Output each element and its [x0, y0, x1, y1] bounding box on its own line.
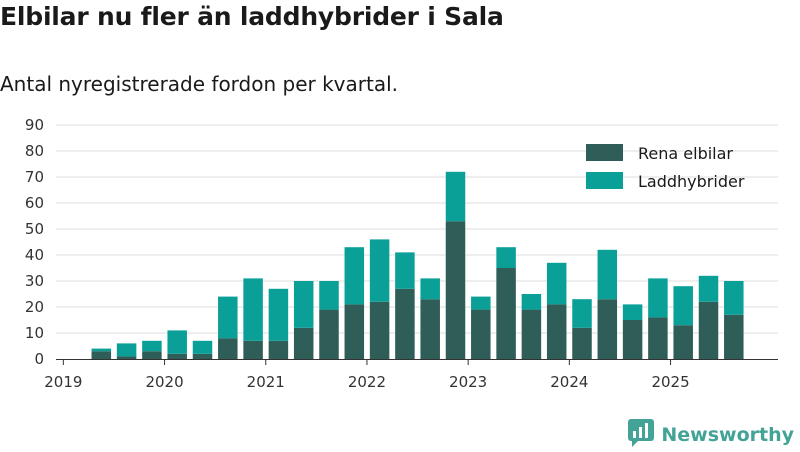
bar-rena-elbilar [319, 309, 339, 359]
bar-rena-elbilar [572, 327, 592, 359]
bar-laddhybrider [445, 171, 466, 222]
bar-rena-elbilar [91, 351, 112, 359]
bar-laddhybrider [496, 247, 516, 268]
bar-laddhybrider [369, 239, 390, 302]
bar-laddhybrider [622, 304, 643, 320]
bar-laddhybrider [673, 286, 693, 326]
bar-laddhybrider [192, 340, 213, 354]
bar-rena-elbilar [471, 309, 491, 359]
bar-laddhybrider [648, 278, 668, 318]
bar-rena-elbilar [116, 356, 137, 359]
y-axis-tick-labels: 0 10 20 30 40 50 60 70 80 90 [25, 116, 44, 368]
bar-rena-elbilar [420, 299, 440, 359]
bar-laddhybrider [724, 281, 744, 315]
bar-laddhybrider [572, 299, 592, 328]
bar-rena-elbilar [167, 353, 187, 359]
bar-rena-elbilar [369, 301, 390, 359]
y-tick-label: 40 [25, 246, 44, 264]
bar-rena-elbilar [673, 325, 693, 359]
bar-rena-elbilar [648, 317, 668, 359]
newsworthy-logo-icon [627, 418, 655, 452]
bar-rena-elbilar [218, 338, 238, 359]
bar-rena-elbilar [192, 353, 213, 359]
y-tick-label: 0 [34, 350, 44, 368]
newsworthy-brand: Newsworthy [627, 418, 794, 452]
bar-laddhybrider [420, 278, 440, 300]
x-tick-label: 2025 [651, 373, 689, 391]
bar-laddhybrider [167, 330, 187, 354]
x-tick-label: 2024 [550, 373, 588, 391]
bar-rena-elbilar [622, 320, 643, 359]
bar-laddhybrider [319, 281, 339, 310]
legend-swatch-laddhybrider [586, 172, 623, 189]
bar-laddhybrider [268, 288, 289, 341]
bar-rena-elbilar [496, 268, 516, 359]
bar-laddhybrider [142, 340, 162, 352]
y-tick-label: 90 [25, 116, 44, 134]
bar-rena-elbilar [546, 304, 567, 359]
bar-laddhybrider [521, 294, 542, 310]
x-tick-label: 2020 [145, 373, 183, 391]
bar-laddhybrider [546, 262, 567, 305]
chart-title: Elbilar nu fler än laddhybrider i Sala [0, 2, 504, 31]
bar-rena-elbilar [521, 309, 542, 359]
bar-laddhybrider [243, 278, 263, 341]
gridlines [56, 124, 778, 334]
y-tick-label: 60 [25, 194, 44, 212]
bar-laddhybrider [471, 296, 491, 310]
bar-rena-elbilar [597, 299, 618, 359]
bar-laddhybrider [597, 249, 618, 300]
y-tick-label: 30 [25, 272, 44, 290]
bar-rena-elbilar [142, 351, 162, 359]
bar-rena-elbilar [243, 340, 263, 359]
y-tick-label: 70 [25, 168, 44, 186]
legend: Rena elbilar Laddhybrider [586, 144, 745, 191]
y-tick-label: 10 [25, 324, 44, 342]
y-tick-label: 20 [25, 298, 44, 316]
bar-laddhybrider [344, 247, 365, 305]
x-tick-label: 2023 [449, 373, 487, 391]
bar-rena-elbilar [395, 288, 415, 359]
bar-rena-elbilar [698, 301, 719, 359]
bar-rena-elbilar [293, 327, 314, 359]
bar-rena-elbilar [268, 340, 289, 359]
bar-rena-elbilar [344, 304, 365, 359]
y-tick-label: 50 [25, 220, 44, 238]
chart-subtitle: Antal nyregistrerade fordon per kvartal. [0, 72, 399, 96]
bar-laddhybrider [116, 343, 137, 357]
bar-laddhybrider [91, 348, 112, 352]
x-axis [56, 359, 778, 365]
x-tick-label: 2021 [247, 373, 285, 391]
legend-swatch-rena-elbilar [586, 144, 623, 161]
bar-laddhybrider [293, 281, 314, 328]
bar-laddhybrider [218, 296, 238, 339]
bar-laddhybrider [698, 275, 719, 302]
brand-name: Newsworthy [661, 424, 794, 446]
bar-laddhybrider [395, 252, 415, 289]
x-axis-tick-labels: 2019 2020 2021 2022 2023 2024 2025 [44, 373, 689, 391]
x-tick-label: 2019 [44, 373, 82, 391]
legend-label-rena-elbilar: Rena elbilar [638, 144, 733, 163]
bar-rena-elbilar [724, 314, 744, 359]
bar-rena-elbilar [445, 221, 466, 359]
bars [91, 171, 744, 359]
legend-label-laddhybrider: Laddhybrider [638, 172, 745, 191]
x-tick-label: 2022 [348, 373, 386, 391]
y-tick-label: 80 [25, 142, 44, 160]
